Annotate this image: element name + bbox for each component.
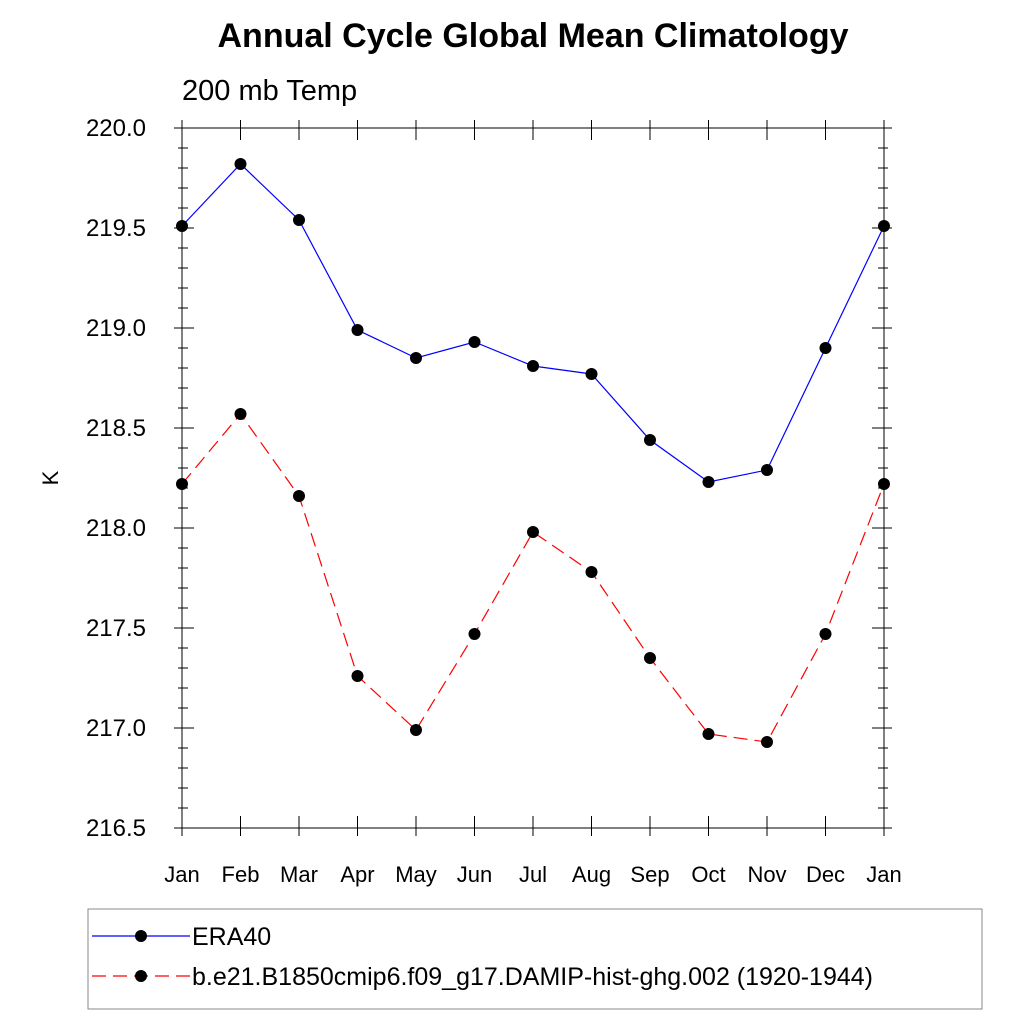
series-2-point xyxy=(761,736,773,748)
series-1-point xyxy=(761,464,773,476)
series-1-point xyxy=(410,352,422,364)
series-2-point xyxy=(468,628,481,640)
series-2-point xyxy=(878,478,890,490)
series-2-point xyxy=(644,652,656,664)
y-tick-label: 216.5 xyxy=(86,815,146,842)
y-tick-label: 218.5 xyxy=(86,415,146,442)
x-tick-label: Oct xyxy=(691,862,725,887)
axis-ticks xyxy=(174,120,892,836)
series-1-point xyxy=(234,158,247,170)
x-tick-label: Sep xyxy=(630,862,669,887)
x-tick-label: Mar xyxy=(280,862,318,887)
series-2-point xyxy=(527,526,539,538)
chart-subtitle: 200 mb Temp xyxy=(182,75,357,107)
x-tick-label: Dec xyxy=(806,862,845,887)
series-1-point xyxy=(293,214,305,226)
x-tick-label: Jun xyxy=(457,862,492,887)
series-line-2 xyxy=(181,413,885,743)
series-line-1 xyxy=(181,163,885,483)
series-1-point xyxy=(527,360,539,372)
x-tick-label: May xyxy=(395,862,437,887)
legend-marker-2 xyxy=(135,970,147,982)
series-2-point xyxy=(176,478,188,490)
series-2-point xyxy=(702,728,715,740)
y-tick-labels: 216.5 217.0 217.5 218.0 218.5 219.0 219.5 220.0 xyxy=(86,115,146,842)
x-tick-labels: Jan Feb Mar Apr May Jun Jul Aug Sep Oct Nov Dec Jan xyxy=(164,862,901,887)
series-2-point xyxy=(585,566,598,578)
y-tick-label: 218.0 xyxy=(86,515,146,542)
x-tick-label: Jan xyxy=(866,862,901,887)
x-tick-label: Jul xyxy=(519,862,547,887)
series-1-point xyxy=(878,220,890,232)
legend-label-1: ERA40 xyxy=(192,923,271,951)
y-tick-label: 217.0 xyxy=(86,715,146,742)
series-layer xyxy=(176,158,890,748)
y-tick-label: 220.0 xyxy=(86,115,146,142)
series-1-point xyxy=(819,342,832,354)
series-2-point xyxy=(410,724,422,736)
chart-title: Annual Cycle Global Mean Climatology xyxy=(218,17,849,55)
series-1-point xyxy=(585,368,598,380)
plot-frame xyxy=(181,127,885,829)
series-1-point xyxy=(702,476,715,488)
x-tick-label: Apr xyxy=(340,862,374,887)
series-2-point xyxy=(234,408,247,420)
y-axis-label: K xyxy=(38,470,63,485)
x-tick-label: Aug xyxy=(572,862,611,887)
series-1-point xyxy=(351,324,364,336)
series-1-point xyxy=(644,434,656,446)
series-1-point xyxy=(176,220,188,232)
series-1-point xyxy=(468,336,481,348)
series-2-point xyxy=(351,670,364,682)
legend-box xyxy=(87,908,983,1010)
series-2-point xyxy=(819,628,832,640)
y-tick-label: 219.0 xyxy=(86,315,146,342)
legend-label-2: b.e21.B1850cmip6.f09_g17.DAMIP-hist-ghg.… xyxy=(192,963,873,991)
x-tick-label: Feb xyxy=(222,862,260,887)
x-tick-label: Jan xyxy=(164,862,199,887)
legend: ERA40 b.e21.B1850cmip6.f09_g17.DAMIP-hist… xyxy=(92,923,873,991)
legend-marker-1 xyxy=(135,930,147,942)
y-tick-label: 217.5 xyxy=(86,615,146,642)
y-tick-label: 219.5 xyxy=(86,215,146,242)
x-tick-label: Nov xyxy=(747,862,786,887)
series-2-point xyxy=(293,490,305,502)
